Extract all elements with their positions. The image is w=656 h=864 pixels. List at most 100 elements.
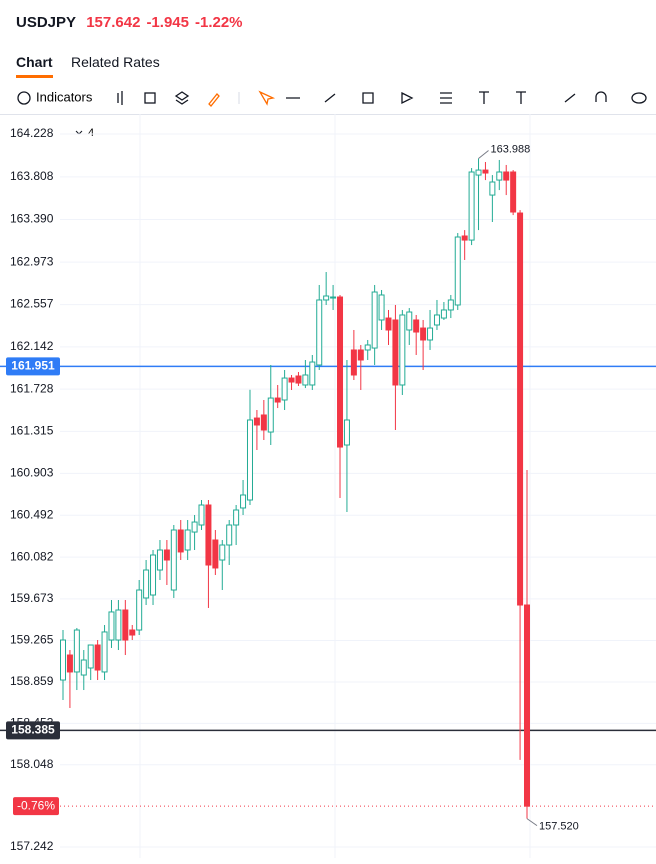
low-marker	[526, 818, 538, 827]
candle-body	[66, 654, 73, 673]
candle-body	[323, 295, 330, 301]
candle-body	[350, 349, 357, 376]
candle-body	[143, 569, 150, 599]
icon[interactable]	[631, 92, 647, 104]
candle-body	[295, 375, 302, 384]
candle-body	[316, 299, 323, 366]
candle-body	[150, 554, 157, 596]
candle-body	[524, 604, 530, 807]
candle-body	[198, 504, 205, 526]
candle-body	[60, 639, 66, 681]
y-tick-label: 160.082	[10, 549, 54, 563]
candle-body	[219, 544, 226, 561]
candle-body	[503, 171, 510, 181]
change-pct: -1.22%	[194, 14, 243, 31]
candle-body	[156, 549, 163, 571]
candle-body	[330, 296, 337, 299]
indicators-button[interactable]: Indicators	[36, 89, 93, 104]
y-tick-label: 159.265	[10, 633, 54, 647]
change-label: -0.76%	[17, 798, 55, 812]
high-label: 163.988	[491, 143, 531, 155]
price-line-badge	[6, 357, 60, 376]
icon[interactable]	[17, 91, 31, 105]
candle-body	[80, 659, 87, 676]
candle-body	[489, 181, 496, 196]
candle-body	[177, 529, 184, 553]
y-tick-label: 163.390	[10, 212, 54, 226]
candle-body	[406, 311, 413, 331]
icon[interactable]	[174, 91, 190, 105]
candle-body	[212, 539, 219, 569]
candle-body	[191, 521, 198, 533]
y-tick-label: 160.492	[10, 507, 54, 521]
y-tick-label: 161.315	[10, 423, 54, 437]
candle-body	[309, 361, 316, 386]
toolbar: Indicators	[0, 84, 656, 115]
interval-label: 4	[88, 127, 94, 139]
y-tick-label: 159.673	[10, 591, 54, 605]
icon[interactable]	[286, 91, 607, 105]
candle-body	[94, 644, 101, 671]
tab[interactable]: Related Rates	[71, 54, 160, 70]
candle-body	[440, 309, 447, 319]
icon[interactable]	[208, 93, 220, 107]
candle-body	[136, 589, 143, 631]
candle-body	[427, 327, 434, 341]
icon[interactable]	[117, 91, 123, 105]
y-tick-label: 162.557	[10, 297, 54, 311]
candle-body	[357, 349, 364, 361]
price-line-badge	[6, 721, 60, 740]
candle-body	[517, 212, 524, 606]
price-line-label: 158.385	[11, 723, 55, 737]
candle-body	[122, 609, 129, 641]
candle-body	[399, 314, 406, 386]
candle-body	[510, 171, 517, 213]
candle-body	[129, 629, 136, 636]
chart: 4 164.228 163.808 163.390 162.973 162.557 162…	[0, 114, 656, 858]
candle-body	[433, 314, 440, 326]
low-label: 157.520	[539, 821, 579, 833]
candle-body	[184, 529, 191, 551]
candle-body	[482, 169, 489, 174]
price: 157.642	[86, 14, 141, 31]
candle-body	[253, 417, 260, 426]
candle-body	[260, 414, 267, 431]
y-tick-label: 158.859	[10, 674, 54, 688]
toolbar-icons: Indicators	[17, 89, 647, 107]
candle-body	[205, 504, 212, 566]
candle-body	[496, 171, 503, 181]
candle-body	[226, 524, 233, 546]
y-tick-label: 161.728	[10, 381, 54, 395]
candle-body	[413, 319, 420, 333]
candle-body	[468, 171, 475, 241]
y-tick-label: 160.903	[10, 466, 54, 480]
candle-body	[73, 629, 80, 673]
tab[interactable]: Chart	[16, 54, 53, 78]
candle-body	[170, 529, 177, 591]
candle-body	[87, 644, 94, 669]
candle-body	[101, 631, 108, 673]
candle-body	[454, 236, 461, 306]
symbol: USDJPY	[16, 14, 77, 31]
price-line-label: 161.951	[11, 359, 55, 373]
candle-body	[392, 319, 399, 386]
change-badge	[13, 797, 59, 816]
candle-body	[420, 327, 427, 341]
candle-body	[108, 611, 115, 641]
candle-body	[288, 377, 295, 383]
candle-body	[302, 374, 309, 386]
change: -1.945	[146, 14, 189, 31]
candle-body	[163, 549, 170, 561]
y-tick-label: 163.808	[10, 169, 54, 183]
y-tick-label: 162.142	[10, 339, 54, 353]
y-tick-label: 164.228	[10, 126, 54, 140]
icon[interactable]	[144, 92, 156, 104]
high-marker	[478, 150, 489, 159]
candle-body	[240, 494, 247, 509]
icon[interactable]	[258, 90, 276, 106]
candle-body	[343, 419, 350, 446]
candle-body	[115, 609, 122, 641]
candle-body	[337, 296, 344, 448]
candle-body	[475, 169, 482, 176]
